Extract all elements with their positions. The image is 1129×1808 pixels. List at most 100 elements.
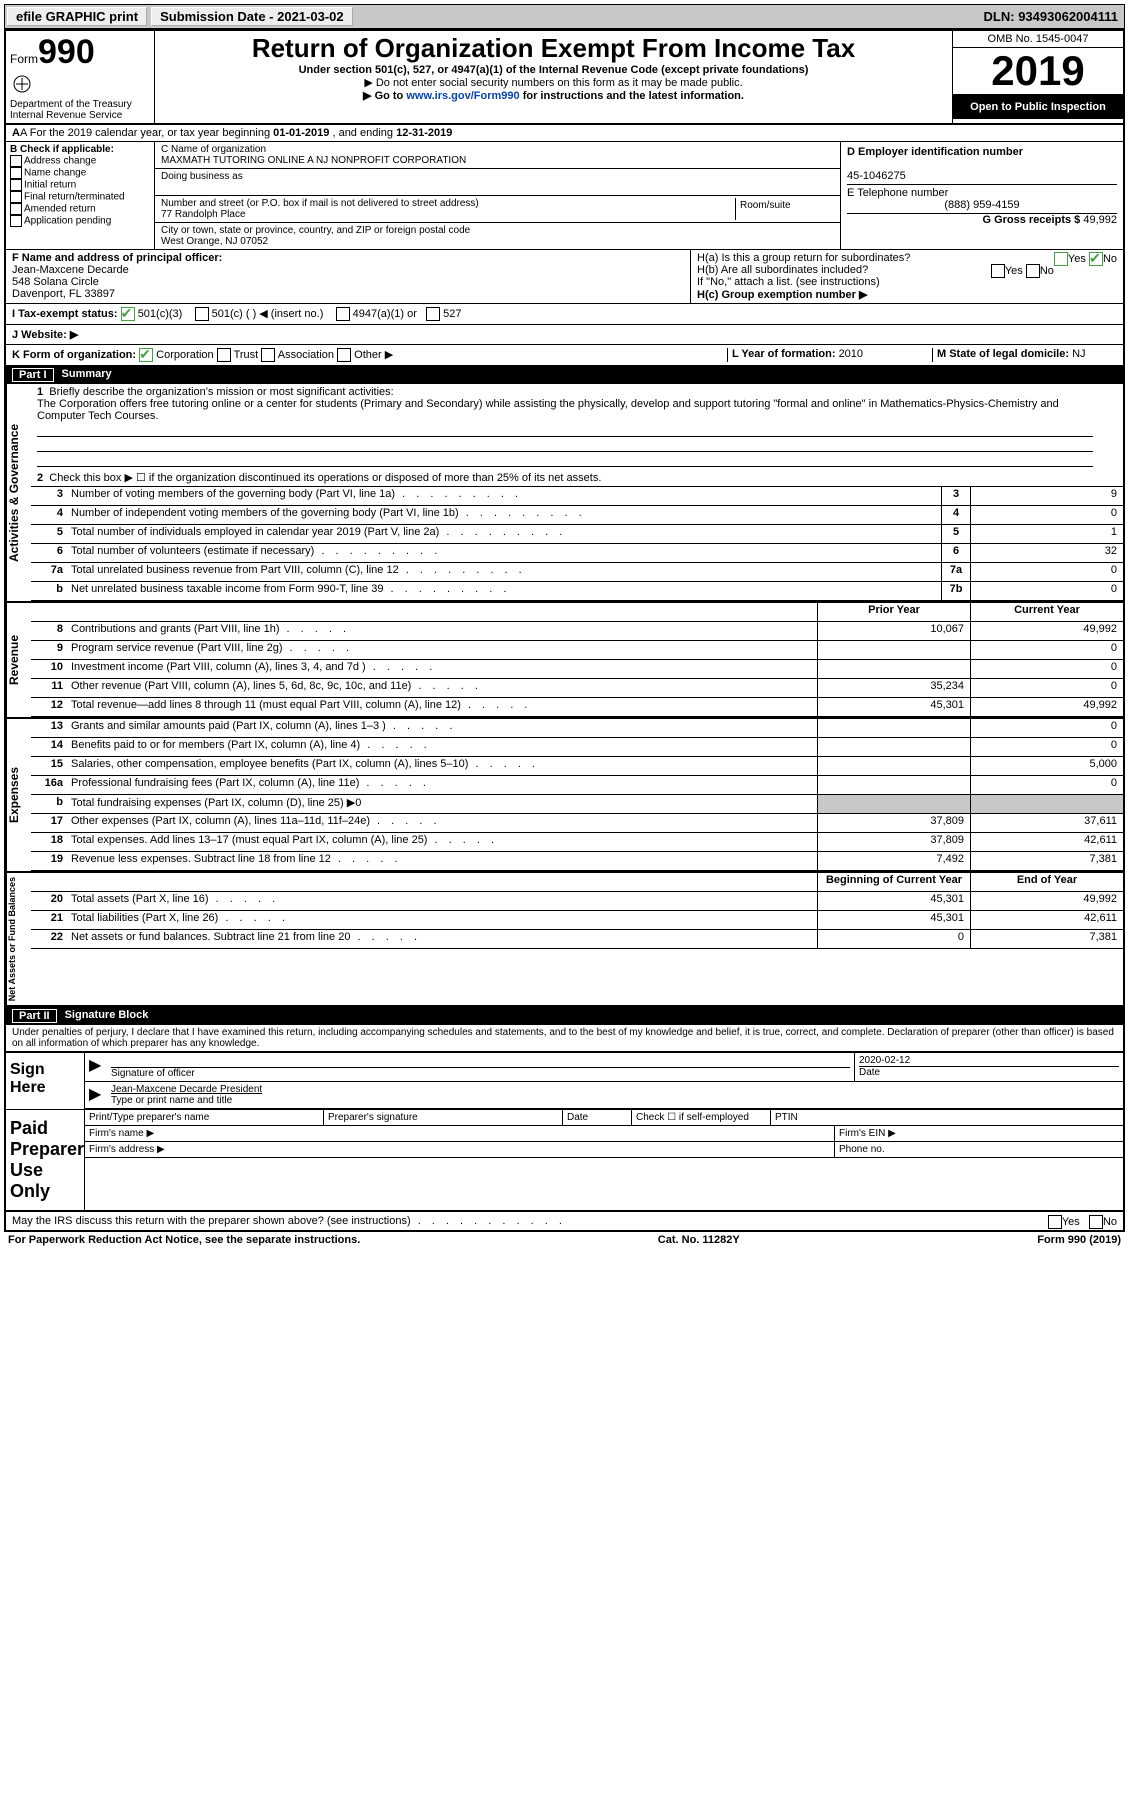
org-name-label: C Name of organization [161,144,266,155]
form-note-link: ▶ Go to www.irs.gov/Form990 for instruct… [161,89,946,102]
form-subtitle: Under section 501(c), 527, or 4947(a)(1)… [161,64,946,76]
dept-irs: Internal Revenue Service [10,110,150,121]
room-suite-label: Room/suite [736,198,834,220]
firm-name-label: Firm's name ▶ [85,1126,835,1141]
table-row: 5Total number of individuals employed in… [31,525,1123,544]
hdr-current-year: Current Year [970,603,1123,621]
hdr-eoy: End of Year [970,873,1123,891]
mission-text: The Corporation offers free tutoring onl… [37,398,1059,422]
chk-initial-return[interactable] [10,179,22,191]
gross-receipts-value: 49,992 [1083,214,1117,226]
discuss-row: May the IRS discuss this return with the… [6,1212,1123,1230]
table-row: 6Total number of volunteers (estimate if… [31,544,1123,563]
form-outer: Form990 Department of the Treasury Inter… [4,29,1125,1232]
hdr-prior-year: Prior Year [817,603,970,621]
table-row: 16aProfessional fundraising fees (Part I… [31,776,1123,795]
chk-trust[interactable] [217,348,231,362]
table-row: bTotal fundraising expenses (Part IX, co… [31,795,1123,814]
sig-date: 2020-02-12 [859,1055,910,1066]
arrow-icon: ▶ [85,1053,107,1081]
section-b-checkboxes: B Check if applicable: Address change Na… [6,142,155,249]
paid-preparer-label: Paid Preparer Use Only [6,1110,84,1210]
submission-date-button[interactable]: Submission Date - 2021-03-02 [151,7,353,26]
hb-no[interactable] [1026,264,1040,278]
open-inspection: Open to Public Inspection [953,95,1123,119]
chk-4947[interactable] [336,307,350,321]
perjury-text: Under penalties of perjury, I declare th… [6,1025,1123,1052]
discuss-yes[interactable] [1048,1215,1062,1229]
chk-corp[interactable] [139,348,153,362]
vlabel-expenses: Expenses [6,719,31,871]
chk-other[interactable] [337,348,351,362]
table-row: 14Benefits paid to or for members (Part … [31,738,1123,757]
line2-text: Check this box ▶ ☐ if the organization d… [49,472,601,484]
vlabel-netassets: Net Assets or Fund Balances [6,873,31,1005]
chk-501c[interactable] [195,307,209,321]
pp-sig-label: Preparer's signature [324,1110,563,1125]
page-footer: For Paperwork Reduction Act Notice, see … [4,1232,1125,1248]
omb-number: OMB No. 1545-0047 [953,31,1123,48]
vlabel-activities: Activities & Governance [6,384,31,601]
hb-yes[interactable] [991,264,1005,278]
table-row: 7aTotal unrelated business revenue from … [31,563,1123,582]
chk-527[interactable] [426,307,440,321]
table-row: 4Number of independent voting members of… [31,506,1123,525]
irs-link[interactable]: www.irs.gov/Form990 [406,90,519,102]
table-row: 13Grants and similar amounts paid (Part … [31,719,1123,738]
top-toolbar: efile GRAPHIC print Submission Date - 20… [4,4,1125,29]
vlabel-revenue: Revenue [6,603,31,717]
addr-label: Number and street (or P.O. box if mail i… [161,198,479,209]
ha-no[interactable] [1089,252,1103,266]
arrow-icon: ▶ [85,1082,107,1108]
part1-header: Part ISummary [6,366,1123,384]
table-row: bNet unrelated business taxable income f… [31,582,1123,601]
discuss-no[interactable] [1089,1215,1103,1229]
firm-addr-label: Firm's address ▶ [85,1142,835,1157]
date-label: Date [859,1066,1119,1078]
table-row: 18Total expenses. Add lines 13–17 (must … [31,833,1123,852]
ein-value: 45-1046275 [847,170,906,182]
officer-name-title: Jean-Maxcene Decarde President [111,1084,262,1095]
irs-eagle-icon [10,72,34,96]
table-row: 9Program service revenue (Part VIII, lin… [31,641,1123,660]
phone-label: E Telephone number [847,187,948,199]
table-row: 19Revenue less expenses. Subtract line 1… [31,852,1123,871]
row-j-website: J Website: ▶ [6,325,1123,345]
dept-treasury: Department of the Treasury [10,99,150,110]
chk-501c3[interactable] [121,307,135,321]
chk-final-return[interactable] [10,191,22,203]
name-title-label: Type or print name and title [111,1095,232,1106]
chk-amended[interactable] [10,203,22,215]
hdr-boy: Beginning of Current Year [817,873,970,891]
pp-ptin-label: PTIN [771,1110,1123,1125]
table-row: 12Total revenue—add lines 8 through 11 (… [31,698,1123,717]
org-name: MAXMATH TUTORING ONLINE A NJ NONPROFIT C… [161,155,466,166]
row-i-tax-status: I Tax-exempt status: 501(c)(3) 501(c) ( … [6,304,1123,325]
chk-address-change[interactable] [10,155,22,167]
table-row: 11Other revenue (Part VIII, column (A), … [31,679,1123,698]
chk-name-change[interactable] [10,167,22,179]
ha-yes[interactable] [1054,252,1068,266]
gross-receipts-label: G Gross receipts $ [982,214,1083,226]
form-note-ssn: ▶ Do not enter social security numbers o… [161,76,946,89]
table-row: 17Other expenses (Part IX, column (A), l… [31,814,1123,833]
form-header: Form990 Department of the Treasury Inter… [6,31,1123,125]
table-row: 21Total liabilities (Part X, line 26) . … [31,911,1123,930]
section-f-officer: F Name and address of principal officer:… [6,250,690,303]
phone-value: (888) 959-4159 [847,199,1117,211]
table-row: 15Salaries, other compensation, employee… [31,757,1123,776]
chk-assoc[interactable] [261,348,275,362]
row-a-period: AA For the 2019 calendar year, or tax ye… [6,125,1123,142]
table-row: 3Number of voting members of the governi… [31,487,1123,506]
tax-year: 2019 [953,48,1123,95]
table-row: 22Net assets or fund balances. Subtract … [31,930,1123,949]
chk-app-pending[interactable] [10,215,22,227]
org-address: 77 Randolph Place [161,209,246,220]
sign-here-label: Sign Here [6,1053,84,1109]
efile-button[interactable]: efile GRAPHIC print [7,7,147,26]
table-row: 10Investment income (Part VIII, column (… [31,660,1123,679]
form-number: Form990 [10,33,150,72]
row-klm: K Form of organization: Corporation Trus… [6,345,1123,366]
mission-label: Briefly describe the organization's miss… [49,386,393,398]
city-label: City or town, state or province, country… [161,225,470,236]
